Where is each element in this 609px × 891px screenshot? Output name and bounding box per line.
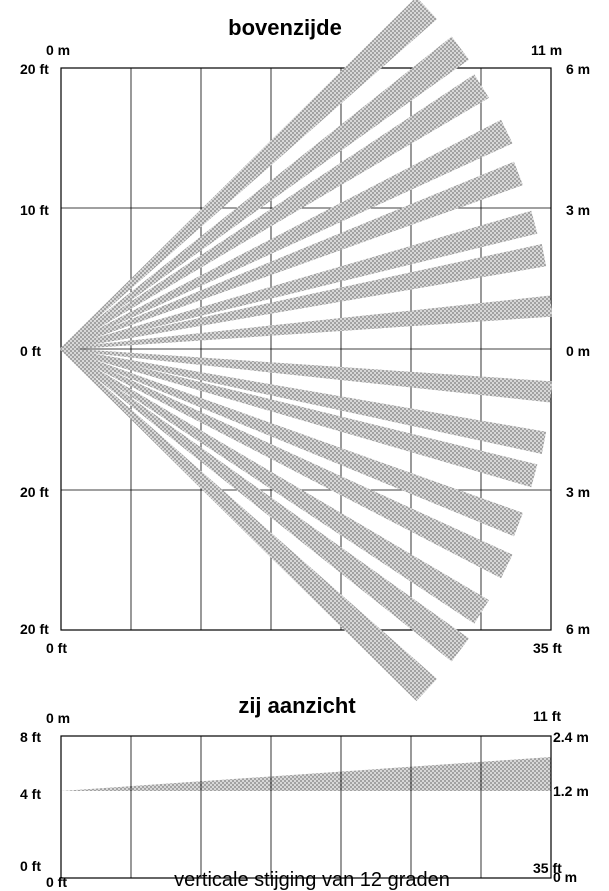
detection-beam: [60, 74, 489, 350]
side-view: zij aanzicht 0 m 11 ft 8 ft 4 ft 0 ft 2.…: [20, 693, 589, 891]
detection-beam: [60, 348, 470, 662]
detection-beam: [60, 348, 489, 624]
side-view-frame: [60, 735, 552, 879]
top-right-label-5: 6 m: [566, 621, 590, 637]
top-left-label-4: 20 ft: [20, 484, 49, 500]
side-corner-left-label: 0 m: [46, 710, 70, 726]
detection-beam: [60, 244, 547, 350]
side-left-label-3: 0 ft: [20, 858, 41, 874]
detection-beam: [60, 348, 553, 403]
beam-fan: [60, 0, 553, 702]
side-corner-right-label: 11 ft: [533, 708, 561, 724]
side-left-label-2: 4 ft: [20, 786, 41, 802]
side-left-label-1: 8 ft: [20, 729, 41, 745]
detection-beam: [60, 295, 553, 350]
top-view-title: bovenzijde: [228, 15, 342, 40]
top-right-label-2: 3 m: [566, 202, 590, 218]
detection-beam: [60, 36, 470, 350]
side-bottom-left-label: 0 ft: [46, 874, 67, 890]
side-right-label-1: 2.4 m: [553, 729, 589, 745]
top-bottom-right-label: 35 ft: [533, 640, 562, 656]
side-view-caption: verticale stijging van 12 graden: [174, 869, 450, 891]
top-right-label-3: 0 m: [566, 343, 590, 359]
top-left-label-3: 0 ft: [20, 343, 41, 359]
side-view-title: zij aanzicht: [238, 693, 356, 718]
detection-beam: [60, 348, 547, 454]
detection-beam: [60, 348, 438, 702]
top-corner-left-label: 0 m: [46, 42, 70, 58]
top-left-label-1: 20 ft: [20, 61, 49, 77]
detection-beam: [60, 348, 538, 488]
top-view-grid: [61, 68, 551, 630]
side-right-label-2: 1.2 m: [553, 783, 589, 799]
top-right-label-4: 3 m: [566, 484, 590, 500]
detection-beam: [60, 161, 523, 350]
detection-beam: [60, 348, 513, 579]
top-right-label-1: 6 m: [566, 61, 590, 77]
top-view: bovenzijde 0 m 11 m 20 ft 10 ft 0 ft 20 …: [20, 0, 590, 702]
side-bottom-right-label: 35 ft: [533, 860, 562, 876]
detection-beam: [60, 348, 523, 537]
detection-beam: [60, 210, 538, 350]
top-bottom-left-label: 0 ft: [46, 640, 67, 656]
side-right-label-3: 0 m: [553, 869, 577, 885]
top-left-label-5: 20 ft: [20, 621, 49, 637]
top-left-label-2: 10 ft: [20, 202, 49, 218]
side-view-grid: [130, 736, 482, 878]
detection-beam: [60, 119, 513, 350]
top-corner-right-label: 11 m: [531, 42, 562, 58]
detection-beam: [60, 0, 438, 350]
side-beam: [61, 757, 551, 791]
